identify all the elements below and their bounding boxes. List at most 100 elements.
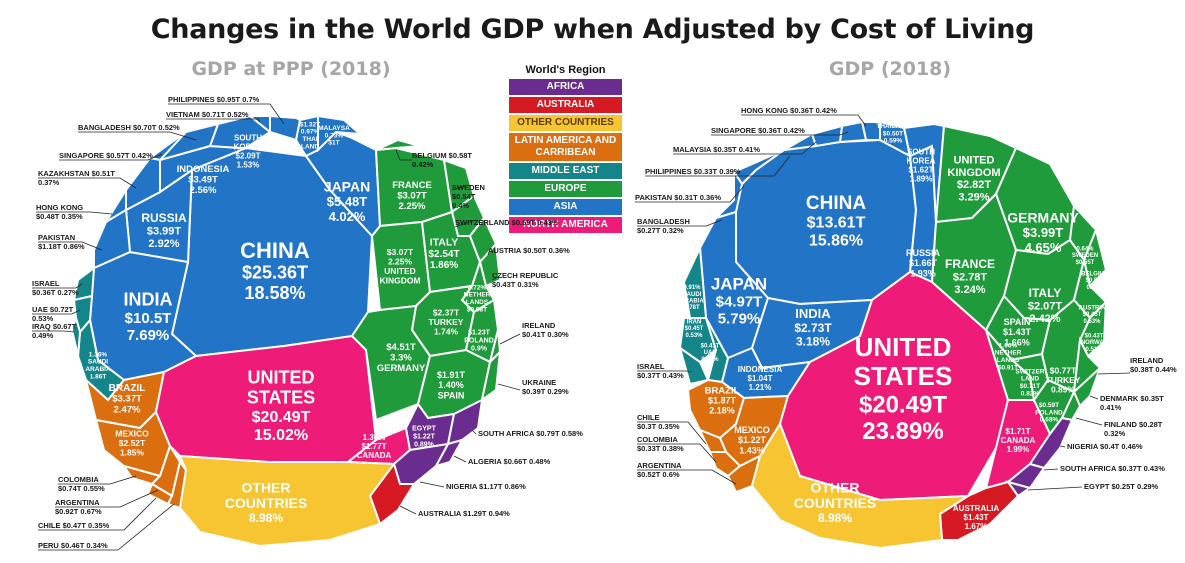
thailand-ppp-label-line: LAND (301, 143, 319, 150)
callout-algeria-ppp: ALGERIA $0.66T 0.48% (453, 455, 551, 466)
italy-nom-label-line: ITALY (1029, 286, 1062, 300)
uk-ppp-label-line: 2.25% (388, 256, 413, 266)
other-nom-label-line: 8.98% (818, 511, 852, 525)
cell-other-ppp (178, 454, 396, 548)
callout-colombia-nom-leader (637, 443, 717, 463)
cell-belgium-ppp (375, 138, 421, 151)
uk-nom-label-line: 3.29% (958, 191, 989, 203)
cell-australia-nom (938, 480, 1020, 541)
saudi-nom-label-line: 0.78T (684, 305, 700, 311)
callout-ireland-nom-text: IRELAND (1130, 356, 1164, 365)
germany-ppp-label-line: 3.3% (390, 352, 412, 363)
callout-colombia-nom: COLOMBIA$0.33T 0.38% (637, 435, 717, 463)
canada-ppp-label-line: CANADA (357, 451, 392, 460)
france-ppp-label-line: $3.07T (397, 190, 427, 201)
callout-egypt-nom: EGYPT $0.25T 0.29% (1027, 482, 1159, 491)
poland-nom-label-line: 0.68% (1040, 417, 1059, 424)
turkey-nom-label-line: 0.89% (1051, 385, 1076, 395)
belgium-nom-label-line: BELGIUM (1081, 271, 1109, 277)
callout-southafrica-nom: SOUTH AFRICA $0.37T 0.43% (1043, 464, 1165, 473)
skorea-ppp-label-line: KOREA (234, 142, 263, 151)
callout-argentina-ppp-leader (55, 489, 159, 508)
callout-israel-nom: ISRAEL$0.37T 0.43% (637, 362, 693, 380)
callout-ireland-ppp-text: $0.41T 0.30% (522, 330, 569, 339)
france-nom-label-line: FRANCE (945, 257, 995, 271)
indonesia-nom-label-line: $1.04T (748, 374, 773, 383)
us-nom-label-line: $20.49T (859, 391, 947, 418)
callout-austria-ppp: AUSTRIA $0.50T 0.36% (487, 246, 570, 256)
callout-pakistan-ppp-leader (38, 241, 103, 251)
cell-philippines-nom (783, 132, 818, 151)
indonesia-nom-label-line: INDONESIA (738, 365, 783, 374)
callout-switzerland-ppp: SWITZERLAND $0.59T 0.43% (454, 218, 559, 228)
other-ppp-label-line: COUNTRIES (225, 495, 307, 511)
cell-singapore-nom (838, 120, 868, 144)
thailand-ppp-label-line: $1.32T (300, 121, 320, 128)
indonesia-ppp-label-line: 2.56% (190, 185, 217, 196)
egypt-ppp-label-line: EGYPT (412, 426, 436, 433)
italy-nom-label-line: 2.42% (1029, 313, 1060, 325)
cell-philippines-ppp (269, 114, 302, 142)
callout-philippines-nom-text: PHILIPPINES $0.33T 0.39% (645, 167, 741, 176)
callout-kazakhstan-ppp-text: 0.37% (38, 178, 60, 187)
callout-ireland-ppp: IRELAND$0.41T 0.30% (499, 321, 569, 345)
skorea-nom-label-line: $1.62T (909, 165, 934, 174)
callout-singapore-nom: SINGAPORE $0.36T 0.42% (711, 126, 849, 136)
iran-nom-label-line: IRAN (687, 319, 702, 325)
canada-nom-label-line: 1.99% (1007, 445, 1030, 454)
thailand-nom-label-line: $0.50T (883, 130, 903, 137)
skorea-ppp-label-line: SOUTH (234, 133, 262, 142)
belgium-nom-label-line: $0.53T (1086, 278, 1105, 284)
spain-nom-label-line: 1.66% (1004, 337, 1030, 347)
callout-bangladesh-ppp-leader (78, 131, 197, 141)
callout-ukraine-ppp-text: UKRAINE (522, 378, 556, 387)
norway-nom-label-line: NORWAY (1081, 340, 1107, 346)
mexico-nom-label-line: 1.43% (739, 445, 765, 455)
iran-nom-label-line: $0.45T (685, 326, 704, 332)
brazil-nom-label-line: BRAZIL (705, 385, 740, 396)
callout-sweden-ppp-text: 0.4% (452, 201, 469, 210)
callout-ukraine-ppp-leader (497, 383, 521, 391)
egypt-ppp-label-line: $1.22T (413, 434, 436, 441)
russia-ppp-label-line: RUSSIA (141, 211, 187, 225)
neth-ppp-label-line: $0.98T (467, 306, 487, 313)
saudi-ppp-label-line: 1.86T (90, 373, 107, 380)
callout-chile-ppp-leader (38, 497, 157, 531)
uk-nom-label-line: $2.82T (957, 179, 992, 191)
callout-argentina-nom-leader (637, 469, 737, 485)
spain-ppp-label-line: $1.91T (437, 370, 466, 380)
callout-israel-ppp-text: ISRAEL (32, 279, 60, 288)
poland-ppp-label-line: 0.9% (471, 345, 488, 352)
brazil-ppp-label-line: $3.37T (112, 394, 142, 405)
mexico-ppp-label-line: MEXICO (115, 429, 149, 439)
uae-nom-label-line: 0.48% (701, 357, 719, 363)
callout-czech-ppp-text: CZECH REPUBLIC (492, 271, 559, 280)
japan-nom-label-line: JAPAN (711, 274, 767, 293)
saudi-ppp-label-line: 1.36% (89, 351, 108, 358)
callout-finland-nom-text: FINLAND $0.28T (1104, 420, 1163, 429)
switz-nom-label-line: LAND (1021, 376, 1039, 383)
callout-vietnam-ppp-text: VIETNAM $0.71T 0.52% (166, 110, 249, 119)
callout-iraq-ppp-leader (32, 330, 75, 333)
callout-denmark-nom-leader (1089, 395, 1099, 400)
skorea-nom-label-line: KOREA (907, 156, 936, 165)
callout-bangladesh-nom: BANGLADESH$0.27T 0.32% (637, 217, 723, 235)
france-nom-label-line: 3.24% (954, 284, 985, 296)
cell-uae-ppp (72, 294, 94, 335)
